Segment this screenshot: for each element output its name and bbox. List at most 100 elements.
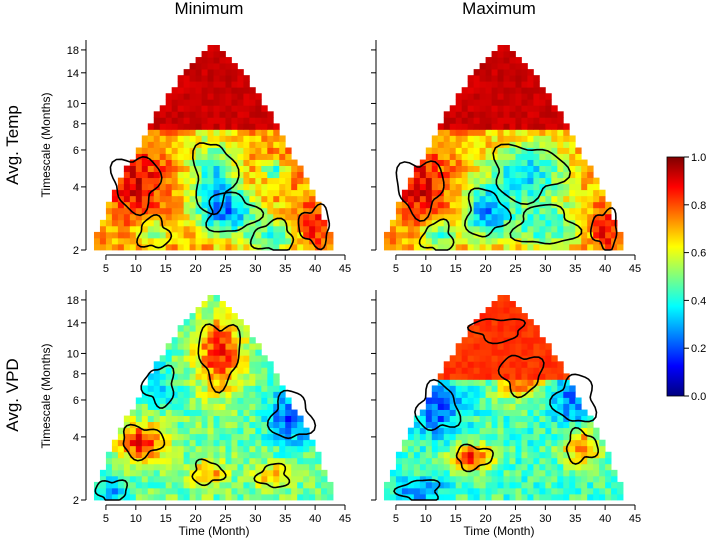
heatmap-cell	[551, 427, 558, 435]
heatmap-cell	[93, 237, 101, 245]
heatmap-cell	[593, 463, 600, 471]
significance-contours	[393, 318, 600, 501]
heatmap-cell	[587, 201, 594, 209]
heatmap-cell	[491, 469, 498, 477]
heatmap-cell	[153, 433, 161, 441]
heatmap-cell	[201, 319, 208, 326]
heatmap-cell	[437, 213, 445, 221]
heatmap-cell	[557, 361, 564, 368]
heatmap-cell	[509, 475, 516, 483]
heatmap-cell	[407, 493, 415, 501]
heatmap-cell	[261, 159, 268, 166]
heatmap-cell	[485, 117, 492, 124]
heatmap-cell	[533, 481, 540, 489]
heatmap-cell	[575, 165, 582, 173]
heatmap-cell	[521, 493, 528, 501]
heatmap-cell	[171, 171, 179, 179]
heatmap-cell	[551, 451, 558, 459]
heatmap-cell	[213, 105, 220, 112]
heatmap-cell	[165, 201, 173, 209]
heatmap-cell	[581, 493, 588, 501]
heatmap-cell	[147, 141, 155, 148]
heatmap-cell	[557, 195, 564, 203]
heatmap-cell	[249, 141, 256, 148]
heatmap-cell	[473, 481, 481, 489]
heatmap-cell	[291, 439, 298, 447]
heatmap-cell	[195, 391, 202, 398]
heatmap-cell	[249, 195, 256, 203]
contour-line	[136, 213, 173, 249]
heatmap-cell	[545, 367, 552, 374]
heatmap-cell	[533, 445, 540, 453]
heatmap-cell	[515, 493, 522, 501]
heatmap-cell	[225, 493, 232, 501]
heatmap-cell	[279, 451, 286, 459]
heatmap-cell	[605, 457, 612, 465]
heatmap-cell	[309, 481, 316, 489]
heatmap-cell	[515, 319, 522, 326]
heatmap-cell	[117, 243, 125, 251]
heatmap-cell	[153, 469, 161, 477]
heatmap-cell	[449, 415, 457, 423]
heatmap-cell	[551, 421, 558, 429]
heatmap-cell	[497, 201, 504, 209]
heatmap-cell	[467, 159, 475, 166]
heatmap-cell	[135, 207, 143, 215]
heatmap-cell	[449, 367, 457, 374]
heatmap-cell	[237, 135, 244, 142]
heatmap-cell	[503, 433, 510, 441]
heatmap-cell	[141, 135, 149, 142]
heatmap-cell	[309, 189, 316, 197]
heatmap-cell	[485, 463, 492, 471]
heatmap-cell	[249, 213, 256, 221]
x-tick-label: 25	[219, 263, 231, 275]
heatmap-cell	[401, 445, 409, 453]
heatmap-cell	[509, 331, 516, 338]
heatmap-cell	[503, 51, 510, 58]
heatmap-cell	[285, 451, 292, 459]
heatmap-cell	[195, 319, 202, 326]
heatmap-cell	[437, 123, 445, 130]
heatmap-cell	[491, 361, 498, 368]
heatmap-cell	[569, 391, 576, 398]
heatmap-cell	[255, 463, 262, 471]
heatmap-cell	[461, 201, 469, 209]
heatmap-cell	[581, 231, 588, 239]
heatmap-cell	[243, 487, 250, 495]
heatmap-cell	[171, 409, 179, 416]
heatmap-cell	[401, 451, 409, 459]
heatmap-cell	[515, 403, 522, 410]
heatmap-cell	[207, 415, 214, 423]
heatmap-cell	[521, 361, 528, 368]
heatmap-cell	[255, 391, 262, 398]
heatmap-cell	[255, 93, 262, 100]
heatmap-cell	[473, 207, 481, 215]
heatmap-cell	[467, 439, 475, 447]
y-tick-label: 10	[67, 98, 79, 110]
heatmap-cell	[189, 195, 196, 203]
heatmap-cell	[545, 207, 552, 215]
heatmap-cell	[575, 433, 582, 441]
heatmap-cell	[225, 81, 232, 88]
heatmap-cell	[279, 243, 286, 251]
heatmap-cell	[297, 189, 304, 197]
heatmap-cell	[189, 81, 196, 88]
heatmap-cell	[491, 349, 498, 356]
heatmap-cell	[159, 177, 167, 185]
heatmap-cell	[207, 63, 214, 70]
heatmap-cell	[515, 231, 522, 239]
heatmap-cell	[527, 129, 534, 136]
heatmap-cell	[503, 231, 510, 239]
heatmap-cell	[267, 111, 274, 118]
heatmap-cell	[521, 313, 528, 320]
heatmap-cell	[225, 159, 232, 166]
heatmap-cell	[237, 129, 244, 136]
heatmap-cell	[575, 409, 582, 416]
heatmap-cell	[587, 487, 594, 495]
heatmap-cell	[443, 135, 451, 142]
heatmap-cell	[485, 325, 492, 332]
heatmap-cell	[255, 403, 262, 410]
heatmap-cell	[291, 493, 298, 501]
heatmap-cell	[497, 463, 504, 471]
heatmap-cell	[207, 319, 214, 326]
